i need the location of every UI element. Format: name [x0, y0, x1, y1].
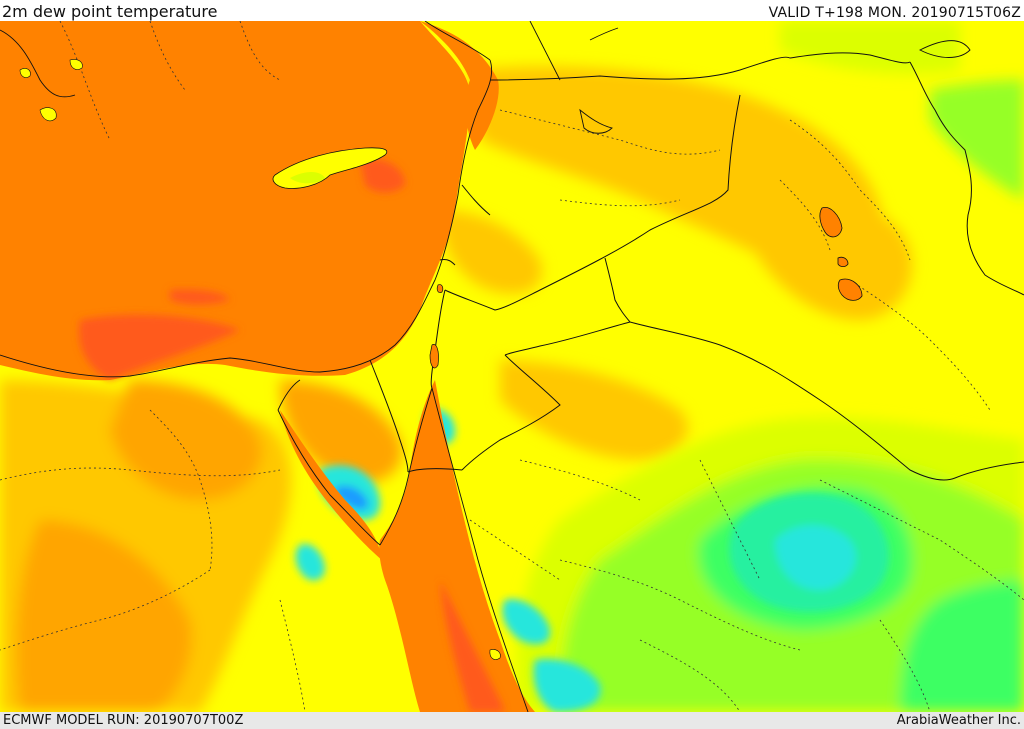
cyprus-interior	[290, 172, 325, 184]
dew-point-field	[0, 21, 1024, 712]
model-run-label: ECMWF MODEL RUN: 20190707T00Z	[3, 713, 244, 728]
footer-bar: ECMWF MODEL RUN: 20190707T00Z ArabiaWeat…	[0, 712, 1024, 729]
weather-map[interactable]	[0, 21, 1024, 712]
map-title: 2m dew point temperature	[2, 2, 218, 21]
province-borders	[0, 21, 1024, 712]
aqua-regions	[295, 408, 889, 712]
inland-water	[429, 284, 444, 369]
mediterranean-sea	[0, 21, 499, 381]
amber-regions	[0, 66, 913, 712]
credit-label: ArabiaWeather Inc.	[896, 713, 1021, 728]
header-bar: 2m dew point temperature VALID T+198 MON…	[0, 0, 1024, 21]
valid-time-label: VALID T+198 MON. 20190715T06Z	[768, 5, 1021, 21]
lakes	[819, 207, 863, 301]
coastlines	[0, 21, 971, 712]
islands	[19, 59, 501, 660]
